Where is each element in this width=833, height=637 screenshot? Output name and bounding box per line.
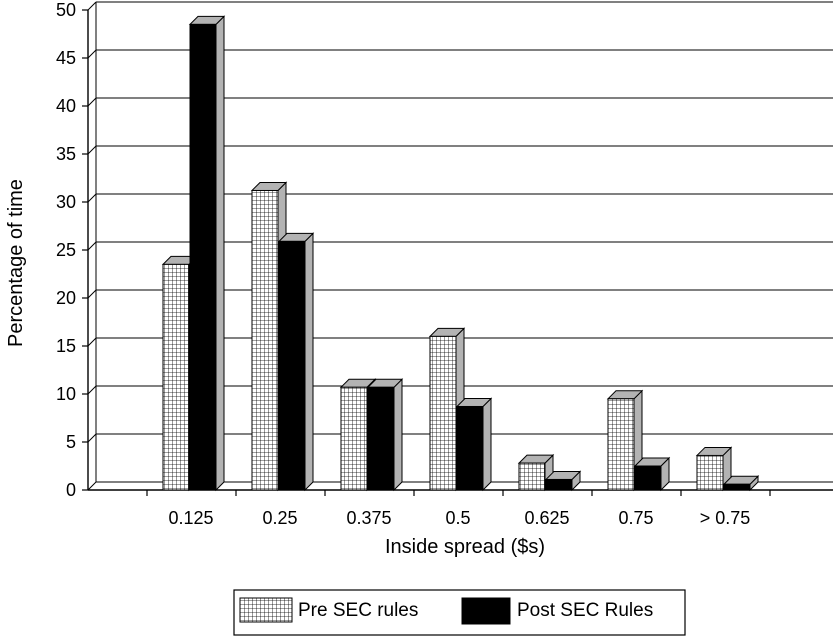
legend-label-pre: Pre SEC rules [298, 600, 418, 621]
y-tick-label: 25 [56, 240, 76, 260]
x-tick-label: 0.75 [618, 508, 653, 528]
legend-label-post: Post SEC Rules [517, 600, 653, 621]
gridline-connector [87, 337, 97, 347]
y-tick-label: 0 [66, 480, 76, 500]
y-tick-labels: 0 5 10 15 20 25 30 35 40 45 50 [56, 0, 76, 500]
gridline-connector [87, 1, 97, 11]
x-axis-label: Inside spread ($s) [385, 536, 545, 558]
legend-swatch-pre [239, 597, 293, 623]
x-tick-label: 0.375 [346, 508, 391, 528]
y-tick-label: 30 [56, 192, 76, 212]
gridline-connector [87, 49, 97, 59]
gridline-connector [87, 145, 97, 155]
x-tick-label: 0.125 [168, 508, 213, 528]
y-tick-label: 20 [56, 288, 76, 308]
bar-post-0 [188, 15, 226, 492]
legend: Pre SEC rules Post SEC Rules [233, 589, 686, 636]
y-tick-label: 50 [56, 0, 76, 20]
y-tick-label: 15 [56, 336, 76, 356]
x-tick-label: > 0.75 [700, 508, 751, 528]
bar-post-2 [366, 378, 404, 492]
gridline-connector [87, 97, 97, 107]
gridline-connector [87, 241, 97, 251]
y-tick-label: 5 [66, 432, 76, 452]
bars [161, 15, 760, 492]
gridline-connector [87, 193, 97, 203]
bar-post-5 [633, 456, 671, 492]
y-tick-label: 45 [56, 48, 76, 68]
y-tick-label: 35 [56, 144, 76, 164]
gridline-connector [87, 289, 97, 299]
bar-post-6 [722, 475, 760, 492]
floor-corner [87, 481, 97, 491]
x-tick-label: 0.625 [524, 508, 569, 528]
y-tick-label: 10 [56, 384, 76, 404]
legend-box [233, 589, 686, 636]
bar-pre-6 [695, 446, 733, 492]
bar-post-1 [277, 232, 315, 492]
bar-post-4 [544, 470, 582, 492]
y-tick-label: 40 [56, 96, 76, 116]
y-axis-label: Percentage of time [5, 179, 27, 347]
legend-swatch-post [461, 597, 511, 625]
gridline-connector [87, 385, 97, 395]
x-tick-label: 0.25 [262, 508, 297, 528]
x-tick-label: 0.5 [445, 508, 470, 528]
bar-post-3 [455, 397, 493, 492]
x-tick-labels: 0.125 0.25 0.375 0.5 0.625 0.75 > 0.75 [168, 508, 750, 528]
gridline-connector [87, 433, 97, 443]
